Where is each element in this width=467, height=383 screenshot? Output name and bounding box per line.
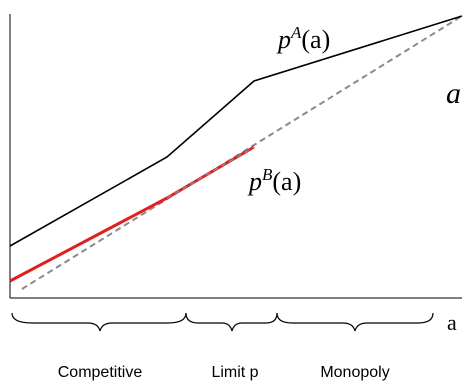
pA-label: pA(a): [276, 23, 330, 54]
pB-curve-red: [9, 145, 255, 283]
x-axis-label: a: [447, 310, 457, 335]
pB-curve-overlay: [166, 146, 255, 199]
brace-monopoly: [276, 312, 434, 332]
region-label-monopoly: Monopoly: [320, 364, 389, 381]
pA-curve: [9, 15, 463, 247]
region-label-limit-p: Limit p: [211, 364, 258, 381]
region-label-competitive: Competitive: [58, 364, 143, 381]
diagonal-label: a: [446, 77, 461, 110]
diagonal-line: [21, 15, 463, 290]
brace-limit-p: [185, 312, 278, 332]
pB-label: pB(a): [247, 165, 301, 196]
brace-competitive: [11, 312, 187, 332]
